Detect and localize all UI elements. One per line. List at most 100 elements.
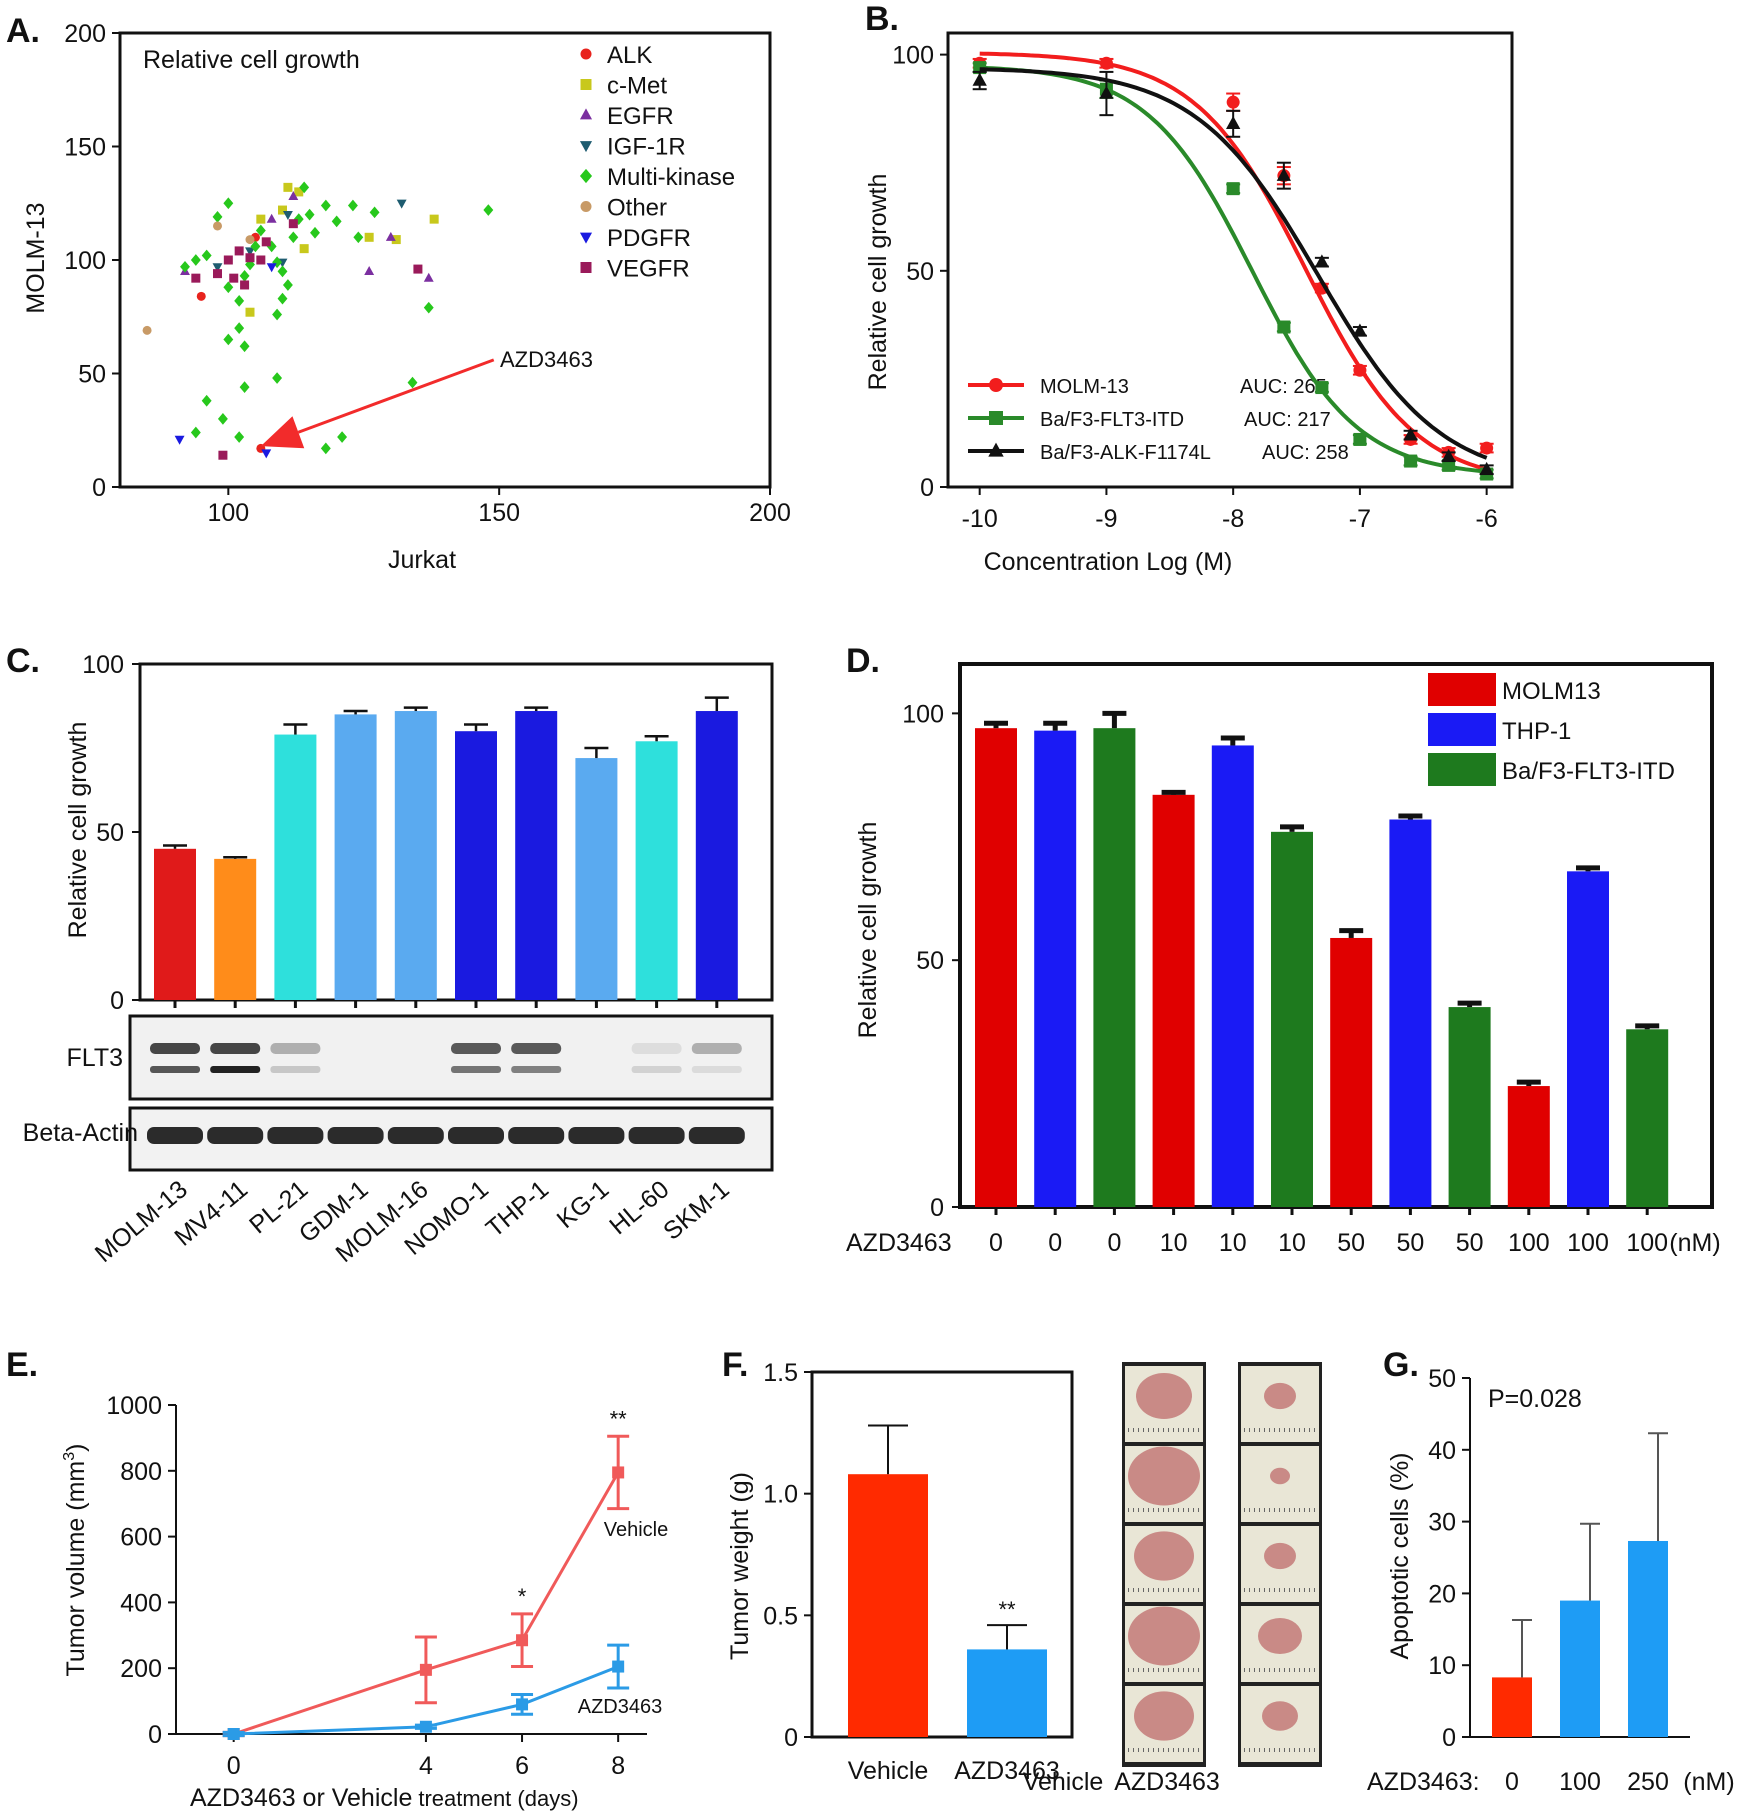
panel-f-ytick-label: 0	[784, 1724, 798, 1752]
scatter-point-c-met	[391, 235, 401, 245]
photo-label-vehicle: Vehicle	[1023, 1768, 1104, 1796]
bar-ba-f3-flt3-itd-100	[1626, 1029, 1669, 1207]
panel-b-label: B.	[865, 0, 899, 38]
scatter-point-vegfr	[191, 273, 201, 283]
panel-a-ytick-label: 50	[78, 361, 106, 389]
dose-label: 10	[1278, 1229, 1306, 1257]
flt3-blot	[128, 1014, 774, 1101]
legend-marker-b-ba-f3-alk-f1174l	[988, 442, 1004, 457]
bar-pl-21	[274, 734, 317, 1000]
panel-e-ytick-label: 0	[148, 1721, 162, 1749]
series-label-vehicle: Vehicle	[604, 1519, 669, 1541]
scatter-point-pdgfr	[261, 449, 272, 459]
panel-g-ytick-label: 0	[1442, 1724, 1456, 1752]
scatter-point-multi-kinase	[223, 197, 234, 210]
scatter-point-multi-kinase	[255, 224, 266, 237]
panel-a-xtick-label: 200	[749, 499, 791, 527]
scatter-point-multi-kinase	[272, 256, 283, 269]
actin-band	[628, 1127, 685, 1144]
scatter-point-multi-kinase	[320, 442, 331, 455]
scatter-point-vegfr	[261, 237, 271, 247]
point-b-molm-13	[1353, 363, 1367, 377]
scatter-point-c-met	[429, 214, 439, 224]
photo-label-azd3463: AZD3463	[1114, 1768, 1220, 1796]
actin-band	[688, 1127, 745, 1144]
panel-b: B. Concentration Log (M) Relative cell g…	[864, 0, 1514, 576]
scatter-point-multi-kinase	[245, 258, 255, 271]
bar-molm-16	[394, 711, 437, 1000]
scatter-point-c-met	[256, 214, 266, 224]
scatter-point-multi-kinase	[234, 322, 245, 334]
scatter-point-pdgfr	[266, 263, 277, 273]
actin-band	[448, 1127, 504, 1144]
actin-band	[207, 1127, 264, 1144]
panel-c-label: C.	[6, 642, 40, 680]
legend-auc-b-molm-13: AUC: 265	[1240, 376, 1327, 398]
panel-a-ytick-label: 100	[64, 247, 106, 275]
scatter-point-vegfr	[229, 273, 239, 283]
panel-f-ylabel: Tumor weight (g)	[726, 1472, 754, 1660]
curve-b-molm-13	[979, 51, 1488, 472]
panel-e-xtick-label: 0	[227, 1752, 241, 1780]
tumor-vehicle	[1128, 1606, 1200, 1666]
point-b-ba-f3-alk-f1174l	[1479, 461, 1494, 475]
scatter-point-multi-kinase	[223, 281, 234, 294]
scatter-point-vegfr	[218, 450, 228, 460]
panel-e-ylabel-end: )	[62, 1444, 90, 1452]
dose-label: 0	[1048, 1229, 1062, 1257]
flt3-band-upper	[691, 1043, 742, 1054]
point-b-ba-f3-alk-f1174l	[972, 72, 987, 86]
panel-f: F. Tumor weight (g) Vehicle AZD3463 0 0.5…	[722, 1346, 1322, 1796]
bar-thp-1-50	[1389, 819, 1432, 1207]
category-label-azd3463: AZD3463	[954, 1757, 1060, 1785]
dose-label: 50	[1456, 1229, 1484, 1257]
point-b-ba-f3-alk-f1174l	[1099, 85, 1114, 99]
line-e-vehicle	[233, 1471, 620, 1736]
scatter-point-vegfr	[256, 255, 266, 265]
flt3-band-lower	[150, 1066, 200, 1073]
scatter-point-multi-kinase	[272, 372, 283, 384]
panel-b-xtick-label: -10	[962, 505, 998, 533]
dose-label-0: 0	[1505, 1768, 1519, 1796]
scatter-point-multi-kinase	[180, 260, 190, 273]
scatter-point-multi-kinase	[217, 413, 228, 425]
bar-thp-1-10	[1211, 745, 1254, 1207]
bar-hl-60	[635, 741, 678, 1000]
panel-d-xsuffix: (nM)	[1669, 1229, 1720, 1257]
point-b-ba-f3-flt3-itd	[1404, 454, 1418, 468]
scatter-point-multi-kinase	[190, 426, 201, 439]
panel-d-ytick-label: 0	[930, 1194, 944, 1222]
legend-label-igf-1r: IGF-1R	[607, 134, 686, 161]
scatter-point-multi-kinase	[310, 226, 320, 239]
bar-dose-100	[1560, 1600, 1600, 1737]
panel-g-xsuffix: (nM)	[1683, 1768, 1734, 1796]
panel-e-xlabel: AZD3463 or Vehicle treatment (days)	[190, 1784, 579, 1812]
panel-b-xlabel: Concentration Log (M)	[984, 548, 1233, 576]
actin-band	[267, 1127, 324, 1144]
panel-e-ylabel-sup: 3	[61, 1452, 78, 1461]
scatter-point-multi-kinase	[277, 292, 288, 305]
panel-f-ytick-label: 1.5	[763, 1359, 798, 1387]
flt3-band-upper	[451, 1043, 501, 1054]
significance-mark: **	[610, 1406, 628, 1431]
bar-vehicle	[848, 1474, 928, 1737]
scatter-point-multi-kinase	[347, 199, 358, 212]
panel-e-xtick-label: 6	[515, 1752, 529, 1780]
legend-marker-c-met	[580, 79, 592, 90]
panel-b-ylabel: Relative cell growth	[864, 174, 892, 391]
scatter-point-igf-1r	[245, 247, 255, 257]
actin-band	[327, 1127, 384, 1144]
point-b-molm-13	[1099, 56, 1113, 70]
actin-band	[387, 1127, 444, 1144]
panel-g-ytick-label: 40	[1428, 1437, 1456, 1465]
point-e-vehicle	[612, 1466, 625, 1479]
scatter-point-pdgfr	[174, 435, 185, 445]
bar-molm13-10	[1152, 794, 1195, 1207]
point-b-ba-f3-alk-f1174l	[1352, 323, 1368, 337]
scatter-point-c-met	[278, 205, 287, 215]
scatter-point-multi-kinase	[234, 431, 245, 443]
tumor-azd3463	[1258, 1617, 1302, 1655]
dose-label: 0	[1107, 1229, 1121, 1257]
flt3-band-upper	[150, 1043, 200, 1054]
panel-e-ytick-label: 200	[120, 1655, 162, 1683]
